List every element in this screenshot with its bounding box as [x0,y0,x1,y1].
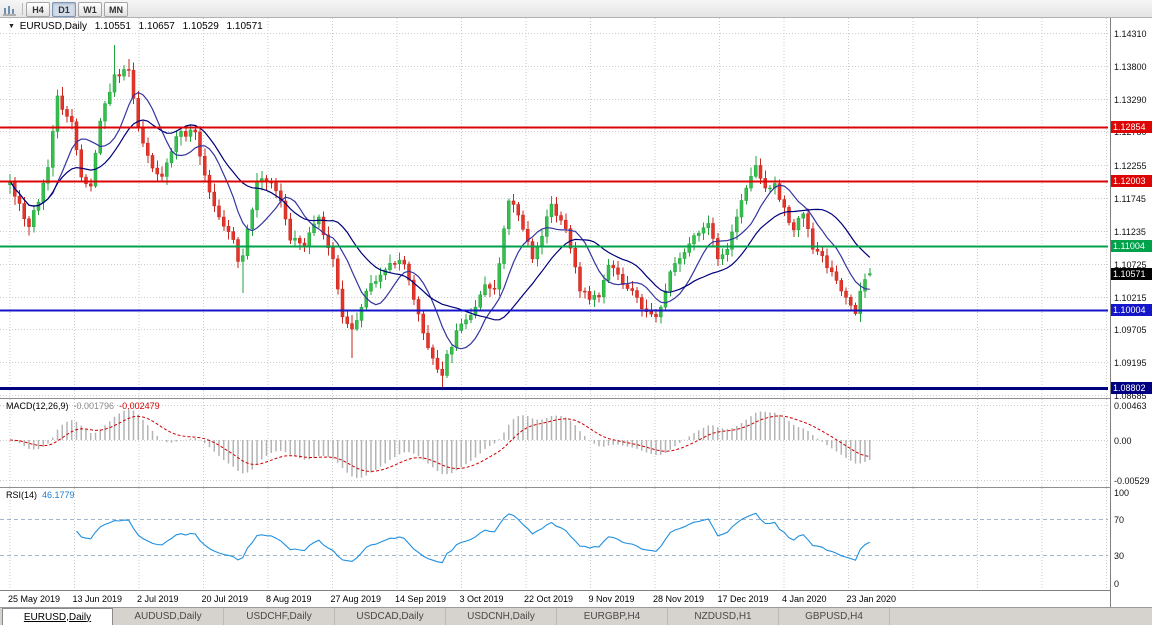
price-tick-1.10725: 1.10725 [1114,259,1147,270]
toolbar-separator [22,2,23,15]
date-label-10: 9 Nov 2019 [588,594,635,604]
candlestick-series [8,45,872,389]
macd-value: -0.001796 [73,401,115,411]
tab-label: EURGBP,H4 [583,611,641,622]
date-label-2: 13 Jun 2019 [72,594,123,604]
date-label-9: 22 Oct 2019 [524,594,574,604]
moving-average-20 [9,119,871,321]
tab-label: NZDUSD,H1 [694,611,752,622]
date-label-1: 25 May 2019 [8,594,61,604]
date-label-12: 17 Dec 2019 [717,594,769,604]
price-tick-1.09195: 1.09195 [1114,358,1147,369]
tab-label: USDCAD,Daily [356,611,424,622]
current-price-badge: 1.10571 [1111,267,1152,280]
macd-signal-value: -0.002479 [119,401,160,411]
timeframe-button-w1[interactable]: W1 [78,2,102,17]
level-badge-1.10004: 1.10004 [1111,304,1152,317]
date-label-3: 2 Jul 2019 [137,594,179,604]
rsi-tick-30: 30 [1114,551,1125,562]
timeframe-button-d1[interactable]: D1 [52,2,76,17]
tab-nzdusd-h1[interactable]: NZDUSD,H1 [668,608,779,625]
moving-average-9 [9,91,870,350]
panel-splitter-macd[interactable] [0,398,1110,399]
price-tick-1.11235: 1.11235 [1114,226,1146,237]
level-badge-1.12854: 1.12854 [1111,120,1152,133]
timeframe-buttons-group: H4 D1 W1 MN [26,0,130,18]
rsi-line [76,512,871,564]
level-badge-1.08802: 1.08802 [1111,381,1152,394]
tab-label: USDCHF,Daily [246,611,312,622]
price-tick-1.14310: 1.14310 [1114,28,1147,39]
chart-header: ▼ EURUSD,Daily 1.10551 1.10657 1.10529 1… [8,21,263,32]
ohlc-open: 1.10551 [94,21,131,32]
tab-label: GBPUSD,H4 [805,611,863,622]
tab-usdcad-daily[interactable]: USDCAD,Daily [335,608,446,625]
symbol-dropdown-icon: ▼ [8,23,15,30]
tab-usdchf-daily[interactable]: USDCHF,Daily [224,608,335,625]
ohlc-low: 1.10529 [182,21,219,32]
tab-label: EURUSD,Daily [23,611,92,623]
timeframe-toolbar: H4 D1 W1 MN [0,0,1152,18]
date-label-4: 20 Jul 2019 [201,594,249,604]
ohlc-close: 1.10571 [226,21,263,32]
macd-label: MACD(12,26,9) -0.001796 -0.002479 [6,401,160,411]
macd-histogram [9,408,871,479]
chart-icon [3,3,17,15]
timeframe-button-mn[interactable]: MN [104,2,128,17]
price-tick-1.10215: 1.10215 [1114,292,1147,303]
tab-usdcnh-daily[interactable]: USDCNH,Daily [446,608,557,625]
date-label-11: 28 Nov 2019 [653,594,705,604]
macd-tick-0.00463: 0.00463 [1114,400,1147,411]
panel-splitter-rsi[interactable] [0,487,1110,488]
level-badge-1.11004: 1.11004 [1111,239,1152,252]
price-tick-1.09705: 1.09705 [1114,325,1147,336]
date-label-5: 8 Aug 2019 [266,594,312,604]
macd-title: MACD(12,26,9) [6,401,69,411]
tab-eurusd-daily[interactable]: EURUSD,Daily [2,608,113,625]
rsi-title: RSI(14) [6,490,38,500]
macd-tick--0.00529: -0.00529 [1114,476,1150,487]
rsi-value: 46.1779 [42,490,75,500]
macd-tick-0.00: 0.00 [1114,435,1132,446]
price-tick-1.11745: 1.11745 [1114,194,1146,205]
price-tick-1.13800: 1.13800 [1114,61,1147,72]
date-label-14: 23 Jan 2020 [846,594,897,604]
rsi-tick-0: 0 [1114,578,1120,589]
main-chart-canvas[interactable] [0,18,1110,398]
tab-eurgbp-h4[interactable]: EURGBP,H4 [557,608,668,625]
price-tick-1.08685: 1.08685 [1114,391,1147,402]
symbol-label: EURUSD,Daily [19,21,87,32]
timeframe-button-h4[interactable]: H4 [26,2,50,17]
rsi-tick-100: 100 [1114,487,1130,498]
date-label-7: 14 Sep 2019 [395,594,447,604]
tab-audusd-daily[interactable]: AUDUSD,Daily [113,608,224,625]
macd-signal-line [9,415,870,472]
tab-label: USDCNH,Daily [467,611,535,622]
price-tick-1.12255: 1.12255 [1114,161,1147,172]
price-tick-1.13290: 1.13290 [1114,94,1147,105]
macd-panel-canvas[interactable] [0,399,1110,487]
date-label-6: 27 Aug 2019 [330,594,382,604]
tab-label: AUDUSD,Daily [134,611,202,622]
level-badge-1.12003: 1.12003 [1111,175,1152,188]
rsi-panel-canvas[interactable] [0,488,1110,590]
price-axis[interactable]: 1.143101.138001.132901.127801.122551.117… [1110,18,1152,607]
ohlc-high: 1.10657 [138,21,175,32]
rsi-tick-70: 70 [1114,514,1125,525]
date-label-8: 3 Oct 2019 [459,594,504,604]
time-axis[interactable]: 25 May 2019 13 Jun 2019 2 Jul 2019 20 Jul 2… [0,590,1110,607]
rsi-label: RSI(14) 46.1779 [6,490,75,500]
chart-tab-bar: EURUSD,Daily AUDUSD,Daily USDCHF,Daily USDC… [0,607,1152,625]
tab-gbpusd-h4[interactable]: GBPUSD,H4 [779,608,890,625]
date-label-13: 4 Jan 2020 [782,594,827,604]
